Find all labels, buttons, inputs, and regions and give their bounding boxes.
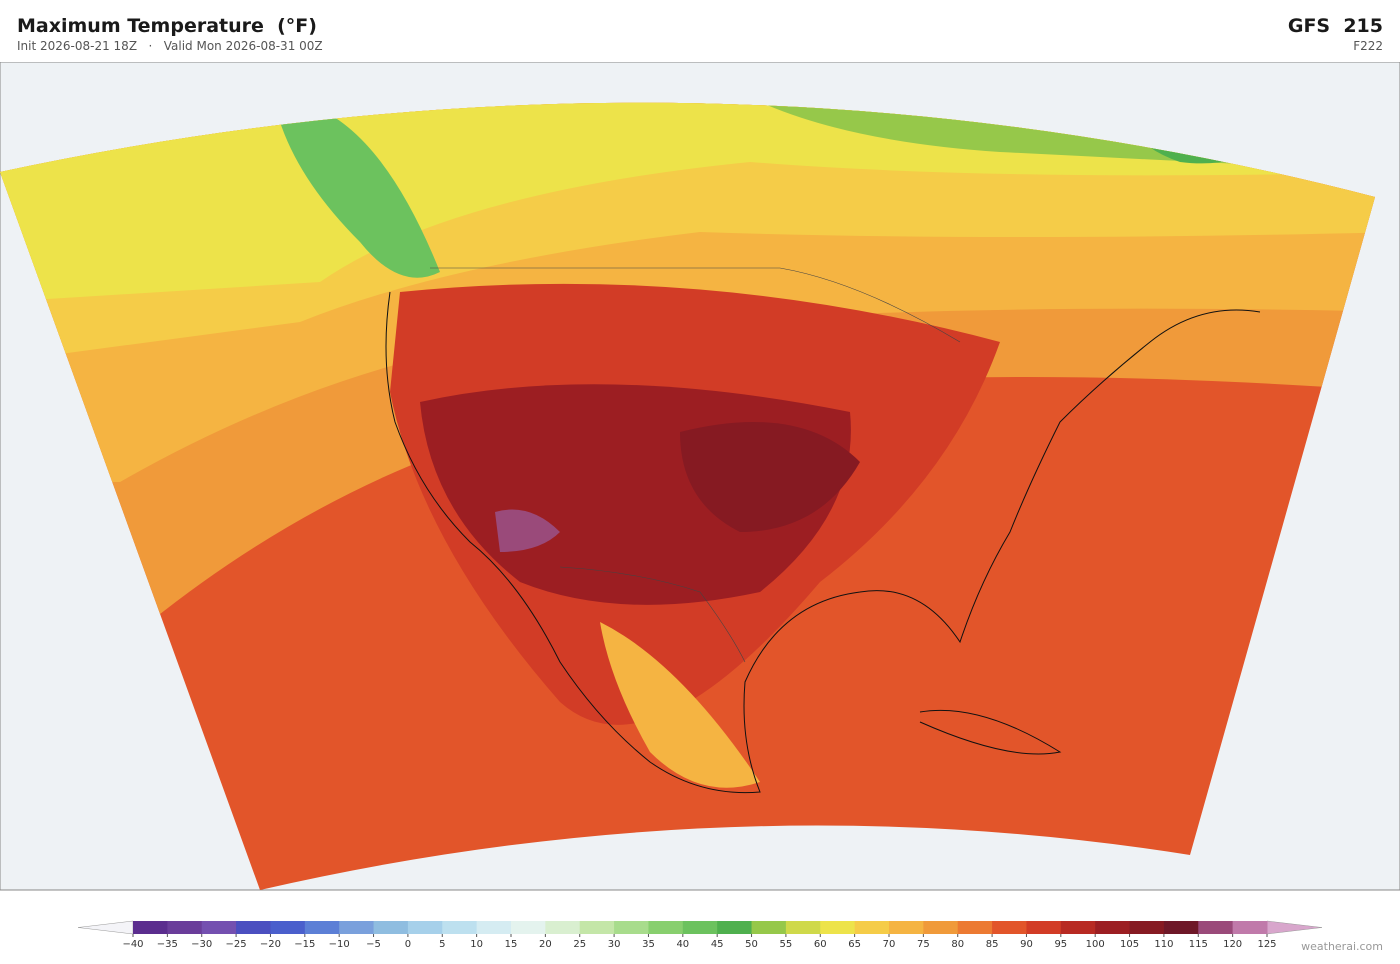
- colorbar-swatch: [579, 921, 615, 934]
- colorbar-tick-label: −15: [294, 939, 315, 950]
- credit: weatherai.com: [1301, 940, 1383, 953]
- colorbar-tick-label: 120: [1223, 939, 1242, 950]
- colorbar-swatch: [957, 921, 993, 934]
- borders: [430, 267, 961, 663]
- colorbar-tick-label: −5: [366, 939, 381, 950]
- model-label: GFS 215: [1287, 15, 1383, 37]
- colorbar-swatch: [614, 921, 649, 934]
- colorbar-tick-label: 35: [642, 939, 655, 950]
- colorbar-tick-label: −30: [191, 939, 212, 950]
- colorbar-swatch: [751, 921, 787, 934]
- colorbar-tick-label: 5: [439, 939, 445, 950]
- map: [0, 62, 1400, 891]
- colorbar-swatch: [923, 921, 959, 934]
- colorbar-tick-label: 45: [711, 939, 724, 950]
- colorbar-swatch: [1232, 921, 1268, 934]
- colorbar-swatch: [511, 921, 546, 934]
- colorbar-swatch: [304, 921, 340, 934]
- colorbar-tick-label: 10: [470, 939, 483, 950]
- colorbar: weatherai.com −40 −35 −30 −25 −20 −15 −10 −5 0 5 1…: [77, 920, 1383, 953]
- colorbar-tick-label: −20: [260, 939, 281, 950]
- colorbar-swatch: [373, 921, 409, 934]
- colorbar-tick-label: −25: [226, 939, 247, 950]
- colorbar-swatch: [648, 921, 684, 934]
- colorbar-swatch: [339, 921, 375, 934]
- colorbar-tick-label: 55: [780, 939, 793, 950]
- colorbar-swatch: [407, 921, 443, 934]
- colorbar-tick-label: 0: [405, 939, 411, 950]
- colorbar-swatch: [682, 921, 718, 934]
- colorbar-tick-label: 70: [883, 939, 896, 950]
- colorbar-tick-label: 25: [573, 939, 586, 950]
- colorbar-swatch: [854, 921, 890, 934]
- subtitle: Init 2026-08-21 18Z · Valid Mon 2026-08-…: [17, 39, 323, 53]
- colorbar-swatch: [785, 921, 821, 934]
- colorbar-swatch: [545, 921, 581, 934]
- colorbar-tick-label: 115: [1189, 939, 1208, 950]
- forecast-hour: F222: [1353, 39, 1383, 53]
- colorbar-tick-label: 80: [951, 939, 964, 950]
- colorbar-swatch: [1060, 921, 1096, 934]
- colorbar-tick-label: 40: [676, 939, 689, 950]
- colorbar-swatch: [820, 921, 856, 934]
- colorbar-extend-high: [1266, 920, 1323, 935]
- colorbar-tick-label: 105: [1120, 939, 1139, 950]
- colorbar-swatch: [442, 921, 478, 934]
- colorbar-swatch: [1198, 921, 1234, 934]
- colorbar-tick-label: −35: [157, 939, 178, 950]
- colorbar-tick-label: 20: [539, 939, 552, 950]
- colorbar-tick-label: 30: [608, 939, 621, 950]
- colorbar-swatch: [1026, 921, 1062, 934]
- colorbar-tick-label: 90: [1020, 939, 1033, 950]
- coastlines: [385, 291, 1261, 794]
- colorbar-tick-label: 15: [505, 939, 518, 950]
- colorbar-swatch: [476, 921, 512, 934]
- colorbar-swatch: [133, 921, 168, 934]
- colorbar-tick-label: −40: [122, 939, 143, 950]
- colorbar-swatch: [201, 921, 237, 934]
- colorbar-tick-label: 65: [848, 939, 861, 950]
- title: Maximum Temperature (°F): [17, 15, 317, 37]
- colorbar-swatch: [992, 921, 1027, 934]
- colorbar-swatch: [167, 921, 203, 934]
- colorbar-tick-label: −10: [329, 939, 350, 950]
- colorbar-tick-label: 100: [1086, 939, 1105, 950]
- colorbar-tick-label: 110: [1154, 939, 1173, 950]
- colorbar-tick-label: 125: [1257, 939, 1276, 950]
- colorbar-swatch: [1163, 921, 1199, 934]
- colorbar-tick-label: 85: [986, 939, 999, 950]
- colorbar-extend-low: [77, 920, 134, 935]
- colorbar-tick-label: 50: [745, 939, 758, 950]
- colorbar-swatch: [270, 921, 306, 934]
- colorbar-swatch: [889, 921, 924, 934]
- colorbar-swatch: [1129, 921, 1165, 934]
- colorbar-swatch: [236, 921, 271, 934]
- colorbar-swatch: [717, 921, 753, 934]
- colorbar-tick-label: 95: [1054, 939, 1067, 950]
- colorbar-tick-label: 75: [917, 939, 930, 950]
- colorbar-tick-label: 60: [814, 939, 827, 950]
- colorbar-swatch: [1095, 921, 1131, 934]
